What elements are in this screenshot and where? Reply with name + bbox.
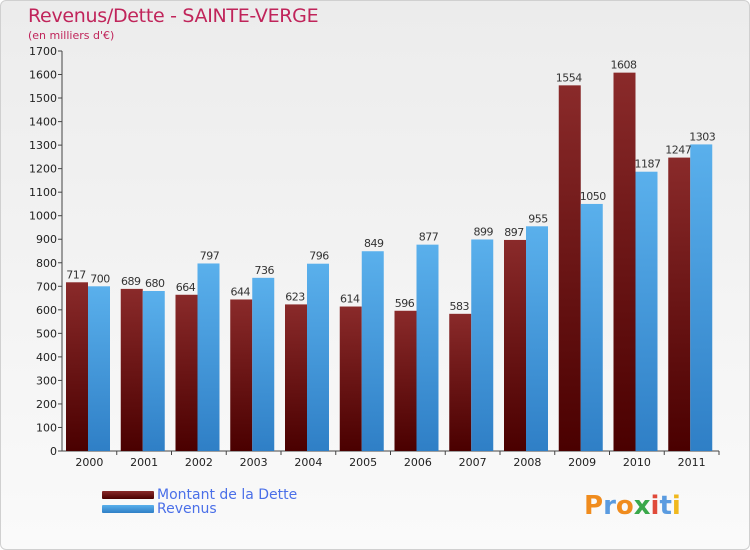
data-label-revenus: 1303 — [689, 130, 715, 143]
data-label-revenus: 877 — [419, 231, 439, 244]
data-label-revenus: 796 — [309, 250, 329, 263]
legend-item-dette: Montant de la Dette — [102, 487, 298, 503]
bar-dette — [558, 85, 581, 452]
y-tick-label: 1400 — [29, 116, 57, 129]
x-tick-label: 2006 — [404, 456, 432, 469]
x-tick-label: 2010 — [623, 456, 651, 469]
bar-revenus — [252, 277, 275, 451]
y-tick-label: 900 — [36, 233, 57, 246]
x-tick-label: 2002 — [185, 456, 213, 469]
bar-dette — [668, 157, 691, 451]
data-label-revenus: 700 — [90, 272, 110, 285]
y-tick-label: 0 — [50, 445, 57, 458]
x-tick-label: 2008 — [513, 456, 541, 469]
bar-dette — [449, 313, 472, 451]
data-label-revenus: 1050 — [580, 190, 606, 203]
y-tick-label: 1200 — [29, 163, 57, 176]
y-tick-label: 1700 — [29, 45, 57, 58]
x-tick-label: 2001 — [130, 456, 158, 469]
data-label-dette: 897 — [504, 226, 524, 239]
logo-letter: i — [650, 491, 660, 521]
bar-revenus — [197, 263, 220, 451]
y-tick-label: 500 — [36, 327, 57, 340]
x-tick-label: 2000 — [75, 456, 103, 469]
bar-revenus — [307, 263, 329, 451]
data-label-dette: 689 — [121, 275, 141, 288]
data-label-dette: 1608 — [611, 59, 637, 72]
x-tick-label: 2004 — [294, 456, 322, 469]
legend-swatch-dette — [102, 491, 154, 499]
data-label-dette: 644 — [231, 285, 251, 298]
data-label-revenus: 849 — [364, 237, 384, 250]
bar-revenus — [88, 286, 110, 451]
legend-label-revenus: Revenus — [157, 501, 217, 517]
x-tick-label: 2005 — [349, 456, 377, 469]
data-label-dette: 1554 — [556, 71, 582, 84]
x-tick-label: 2003 — [240, 456, 268, 469]
data-label-dette: 717 — [66, 268, 86, 281]
data-label-dette: 583 — [450, 300, 470, 313]
x-tick-label: 2011 — [678, 456, 706, 469]
data-label-revenus: 797 — [200, 249, 220, 262]
y-tick-label: 1600 — [29, 69, 57, 82]
bar-dette — [120, 288, 143, 451]
bars — [66, 72, 713, 452]
bar-revenus — [361, 251, 384, 451]
chart-subtitle: (en milliers d'€) — [28, 29, 115, 42]
bar-revenus — [142, 291, 165, 451]
bar-dette — [66, 282, 88, 451]
bar-dette — [285, 304, 307, 451]
y-tick-label: 1100 — [29, 186, 57, 199]
data-label-dette: 1247 — [665, 144, 691, 157]
data-label-dette: 596 — [395, 297, 415, 310]
data-label-revenus: 1187 — [635, 158, 661, 171]
chart-title: Revenus/Dette - SAINTE-VERGE — [28, 5, 319, 27]
proxiti-logo: Proxiti — [584, 491, 681, 521]
bar-revenus — [471, 239, 494, 451]
bar-revenus — [526, 226, 548, 451]
bar-revenus — [580, 203, 603, 451]
legend-item-revenus: Revenus — [102, 501, 217, 517]
data-labels: 717 700 689 680 664 797 644 736 623 796 614 849 596 8… — [66, 59, 716, 313]
y-tick-label: 1500 — [29, 92, 57, 105]
bar-dette — [504, 239, 526, 451]
logo-letter: r — [603, 491, 616, 521]
bar-dette — [230, 299, 253, 451]
x-tick-label: 2007 — [459, 456, 487, 469]
bar-dette — [175, 294, 198, 451]
y-tick-label: 400 — [36, 351, 57, 364]
data-label-revenus: 736 — [255, 264, 275, 277]
y-tick-label: 1300 — [29, 139, 57, 152]
legend-label-dette: Montant de la Dette — [157, 487, 298, 503]
y-tick-label: 700 — [36, 280, 57, 293]
legend-swatch-revenus — [102, 505, 154, 513]
logo-letter: t — [659, 491, 672, 521]
logo-letter: o — [615, 491, 634, 521]
data-label-dette: 664 — [176, 281, 196, 294]
bar-dette — [339, 306, 362, 451]
data-label-revenus: 955 — [528, 212, 548, 225]
bar-revenus — [635, 171, 658, 452]
y-tick-label: 200 — [36, 398, 57, 411]
data-label-dette: 614 — [340, 293, 360, 306]
data-label-revenus: 680 — [145, 277, 165, 290]
y-tick-label: 300 — [36, 374, 57, 387]
logo-letter: x — [633, 491, 651, 521]
y-tick-label: 1000 — [29, 210, 57, 223]
y-tick-label: 100 — [36, 421, 57, 434]
logo-letter: i — [671, 491, 681, 521]
bar-revenus — [416, 244, 439, 451]
bar-dette — [394, 310, 417, 451]
data-label-dette: 623 — [285, 290, 305, 303]
axes: 0 100 200 300 400 500 600 700 800 900 1000 1100 1200… — [29, 45, 720, 469]
bar-revenus — [690, 144, 713, 452]
bar-dette — [613, 72, 636, 451]
logo-letter: P — [584, 491, 604, 521]
y-tick-label: 800 — [36, 257, 57, 270]
data-label-revenus: 899 — [474, 225, 494, 238]
x-tick-label: 2009 — [568, 456, 596, 469]
y-tick-label: 600 — [36, 304, 57, 317]
